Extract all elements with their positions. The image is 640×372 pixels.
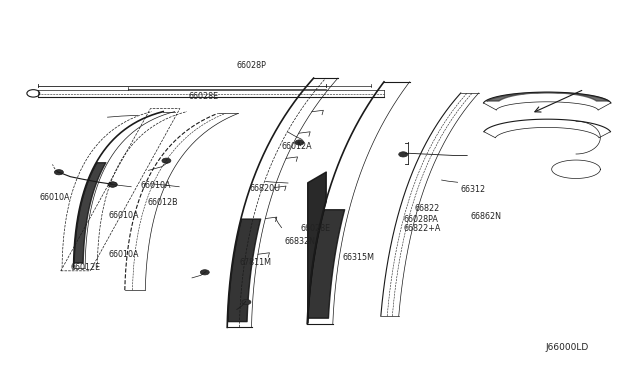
Text: 66012A: 66012A [282,142,312,151]
Text: 66312: 66312 [461,185,486,194]
Text: 66315M: 66315M [342,253,374,262]
Text: 66028PA: 66028PA [403,215,438,224]
Text: 66010A: 66010A [109,211,140,220]
Text: 66012E: 66012E [70,263,100,272]
Text: 66028E: 66028E [189,92,219,101]
Circle shape [108,182,117,187]
Text: 66822: 66822 [414,204,439,213]
Text: 67811M: 67811M [240,258,272,267]
Text: 66028E: 66028E [301,224,331,233]
Text: 66010A: 66010A [141,181,172,190]
Text: 66820U: 66820U [250,185,281,193]
Text: 66822+A: 66822+A [403,224,440,232]
Circle shape [242,299,251,305]
Circle shape [399,152,408,157]
Text: 66010A: 66010A [109,250,140,259]
Circle shape [54,170,63,175]
Text: 66010A: 66010A [40,193,70,202]
Circle shape [295,140,304,145]
Text: 66028P: 66028P [237,61,267,70]
Circle shape [162,158,171,163]
Circle shape [108,182,117,187]
Text: J66000LD: J66000LD [545,343,589,352]
Circle shape [200,270,209,275]
Text: 66862N: 66862N [470,212,501,221]
Text: 66012B: 66012B [147,198,178,207]
Text: 66832N: 66832N [285,237,316,246]
